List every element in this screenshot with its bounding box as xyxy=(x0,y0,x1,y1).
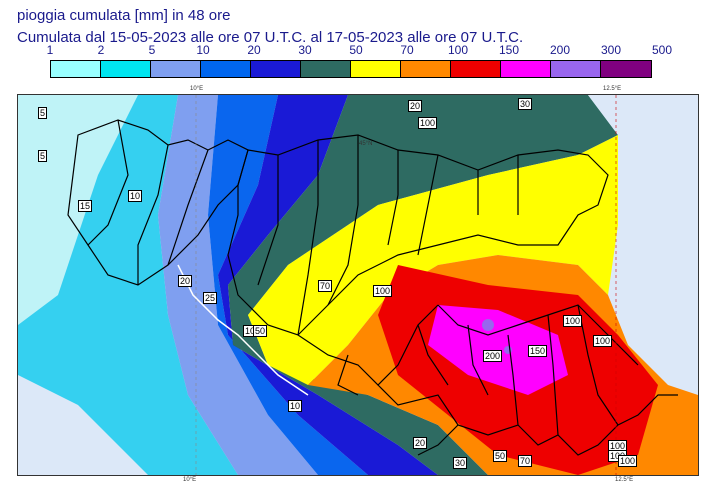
map-svg xyxy=(18,95,698,475)
contour-label: 25 xyxy=(203,292,218,304)
legend-swatch xyxy=(451,61,501,77)
lon-tick-bottom-right: 12.5°E xyxy=(615,477,634,483)
contour-label: 5 xyxy=(38,107,48,119)
contour-label: 100 xyxy=(563,315,583,327)
legend-swatch xyxy=(101,61,151,77)
contour-label: 100 xyxy=(418,117,438,129)
contour-label: 20 xyxy=(178,275,193,287)
lat-tick-label: 45°N xyxy=(359,141,373,147)
legend-swatch xyxy=(51,61,101,77)
contour-label: 10 xyxy=(288,400,303,412)
contour-label: 70 xyxy=(518,455,533,467)
contour-label: 70 xyxy=(318,280,333,292)
title-line-2: Cumulata dal 15-05-2023 alle ore 07 U.T.… xyxy=(17,29,524,46)
legend-color-bar xyxy=(50,60,652,78)
legend-threshold-label: 500 xyxy=(651,43,673,57)
contour-label: 150 xyxy=(528,345,548,357)
contour-label: 50 xyxy=(493,450,508,462)
legend-threshold-label: 300 xyxy=(600,43,622,57)
contour-label: 5 xyxy=(38,150,48,162)
contour-label: 20 xyxy=(413,437,428,449)
legend-threshold-label: 20 xyxy=(247,43,261,57)
legend-threshold-label: 150 xyxy=(498,43,520,57)
legend-threshold-label: 1 xyxy=(46,43,54,57)
contour-label: 30 xyxy=(518,98,533,110)
legend-threshold-label: 70 xyxy=(400,43,414,57)
rain-band-teal xyxy=(228,95,618,475)
legend-threshold-label: 30 xyxy=(298,43,312,57)
legend-threshold-label: 50 xyxy=(349,43,363,57)
lon-tick-top-right: 12.5°E xyxy=(603,86,622,92)
sea-east xyxy=(588,95,698,395)
legend-threshold-label: 5 xyxy=(148,43,156,57)
legend-swatch xyxy=(201,61,251,77)
rain-band-cyan xyxy=(18,95,238,475)
lon-tick-top-left: 10°E xyxy=(190,86,204,92)
contour-label: 20 xyxy=(408,100,423,112)
legend-labels: 1 2 5 10 20 30 50 70 100 150 200 300 500 xyxy=(20,43,718,57)
legend-threshold-label: 200 xyxy=(549,43,571,57)
contour-label: 10 xyxy=(128,190,143,202)
legend-swatch xyxy=(601,61,651,77)
rainfall-map: 20 30 100 5 5 10 15 20 25 70 100 10 50 100 100 200 150 10… xyxy=(17,94,699,476)
legend-swatch xyxy=(401,61,451,77)
legend-swatch xyxy=(301,61,351,77)
contour-label: 50 xyxy=(253,325,268,337)
contour-label: 200 xyxy=(483,350,503,362)
contour-label: 30 xyxy=(453,457,468,469)
rain-band-yellow xyxy=(248,135,618,385)
rain-band-darkblue xyxy=(218,95,438,475)
rain-band-blue xyxy=(208,95,368,475)
basin-boundaries xyxy=(67,119,678,456)
legend-swatch xyxy=(251,61,301,77)
contour-label: 100 xyxy=(593,335,613,347)
legend-threshold-label: 10 xyxy=(196,43,210,57)
legend-swatch xyxy=(551,61,601,77)
title-line-1: pioggia cumulata [mm] in 48 ore xyxy=(17,7,231,24)
rain-spot-purple xyxy=(482,319,494,331)
lon-tick-bottom-left: 10°E xyxy=(183,477,197,483)
rain-band-lightblue xyxy=(158,95,318,475)
legend-threshold-label: 100 xyxy=(447,43,469,57)
legend-threshold-label: 2 xyxy=(97,43,105,57)
contour-label: 100 xyxy=(618,455,638,467)
coastline xyxy=(177,264,309,396)
legend-swatch xyxy=(351,61,401,77)
legend-swatch xyxy=(151,61,201,77)
contour-label: 15 xyxy=(78,200,93,212)
contour-label: 100 xyxy=(373,285,393,297)
legend-swatch xyxy=(501,61,551,77)
